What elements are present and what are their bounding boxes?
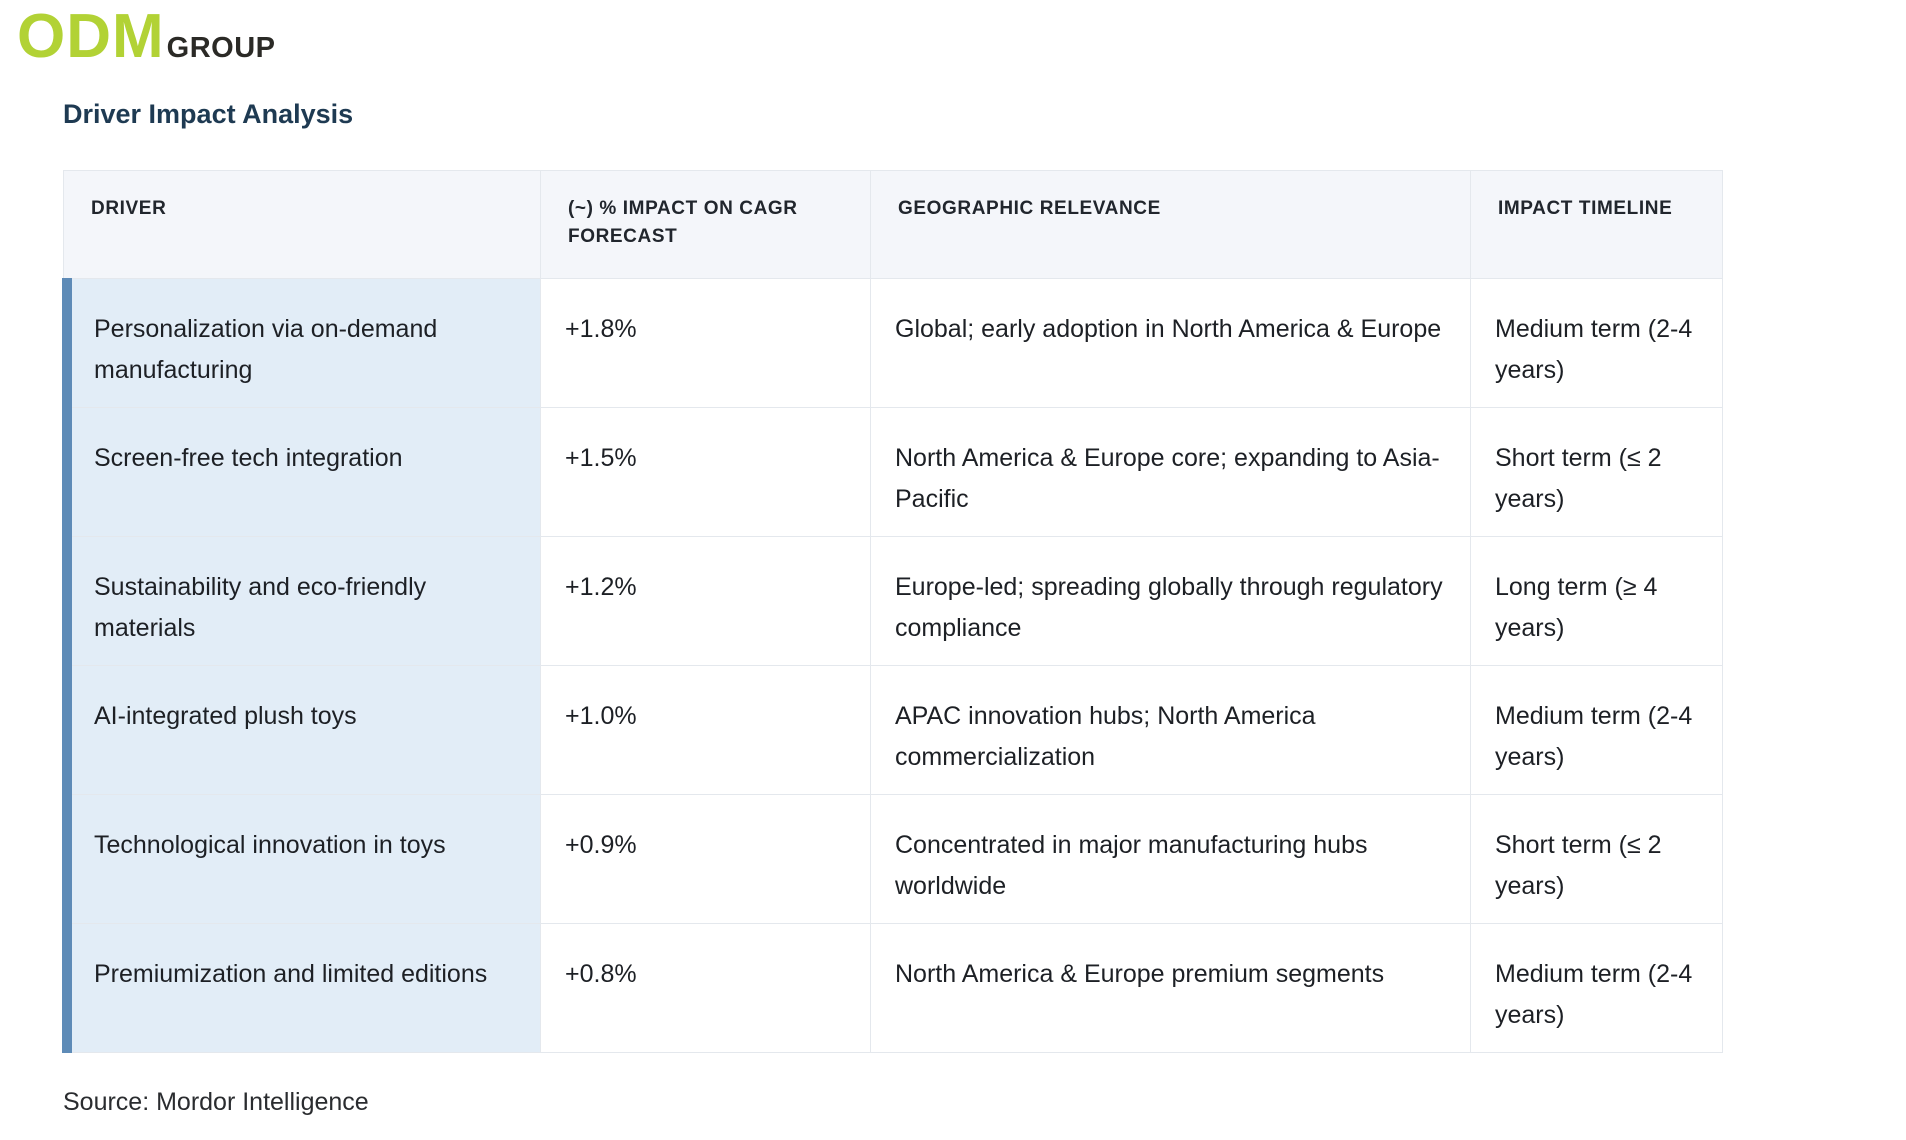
driver-cell: Technological innovation in toys [63, 794, 541, 924]
impact-cell: +1.0% [540, 665, 871, 795]
driver-cell: Personalization via on-demand manufactur… [63, 278, 541, 408]
logo-text-group: GROUP [166, 32, 276, 64]
column-header-impact: (~) % IMPACT ON CAGR FORECAST [540, 170, 871, 279]
table-accent-bar [62, 278, 72, 1053]
table-row: Premiumization and limited editions +0.8… [63, 923, 1723, 1053]
impact-timeline-cell: Short term (≤ 2 years) [1470, 407, 1723, 537]
table-row: Screen-free tech integration +1.5% North… [63, 407, 1723, 537]
impact-timeline-cell: Medium term (2-4 years) [1470, 923, 1723, 1053]
impact-timeline-cell: Medium term (2-4 years) [1470, 665, 1723, 795]
odm-group-logo: ODM GROUP [17, 4, 276, 70]
driver-cell: Premiumization and limited editions [63, 923, 541, 1053]
impact-timeline-cell: Long term (≥ 4 years) [1470, 536, 1723, 666]
geographic-relevance-cell: Concentrated in major manufacturing hubs… [870, 794, 1471, 924]
impact-cell: +1.5% [540, 407, 871, 537]
logo-text-odm: ODM [17, 2, 165, 71]
driver-impact-table-container: DRIVER (~) % IMPACT ON CAGR FORECAST GEO… [62, 170, 1723, 1053]
impact-cell: +1.8% [540, 278, 871, 408]
geographic-relevance-cell: APAC innovation hubs; North America comm… [870, 665, 1471, 795]
impact-timeline-cell: Medium term (2-4 years) [1470, 278, 1723, 408]
table-row: Technological innovation in toys +0.9% C… [63, 794, 1723, 924]
driver-cell: Screen-free tech integration [63, 407, 541, 537]
table-header-row: DRIVER (~) % IMPACT ON CAGR FORECAST GEO… [63, 170, 1723, 279]
table-row: AI-integrated plush toys +1.0% APAC inno… [63, 665, 1723, 795]
geographic-relevance-cell: Global; early adoption in North America … [870, 278, 1471, 408]
geographic-relevance-cell: North America & Europe premium segments [870, 923, 1471, 1053]
impact-cell: +0.9% [540, 794, 871, 924]
page-title: Driver Impact Analysis [63, 99, 354, 129]
driver-impact-table: DRIVER (~) % IMPACT ON CAGR FORECAST GEO… [63, 170, 1723, 1053]
column-header-impact-timeline: IMPACT TIMELINE [1470, 170, 1723, 279]
impact-timeline-cell: Short term (≤ 2 years) [1470, 794, 1723, 924]
impact-cell: +1.2% [540, 536, 871, 666]
impact-cell: +0.8% [540, 923, 871, 1053]
geographic-relevance-cell: Europe-led; spreading globally through r… [870, 536, 1471, 666]
table-row: Personalization via on-demand manufactur… [63, 278, 1723, 408]
column-header-driver: DRIVER [63, 170, 541, 279]
table-row: Sustainability and eco-friendly material… [63, 536, 1723, 666]
driver-cell: AI-integrated plush toys [63, 665, 541, 795]
geographic-relevance-cell: North America & Europe core; expanding t… [870, 407, 1471, 537]
driver-cell: Sustainability and eco-friendly material… [63, 536, 541, 666]
source-note: Source: Mordor Intelligence [63, 1088, 369, 1116]
column-header-geographic-relevance: GEOGRAPHIC RELEVANCE [870, 170, 1471, 279]
